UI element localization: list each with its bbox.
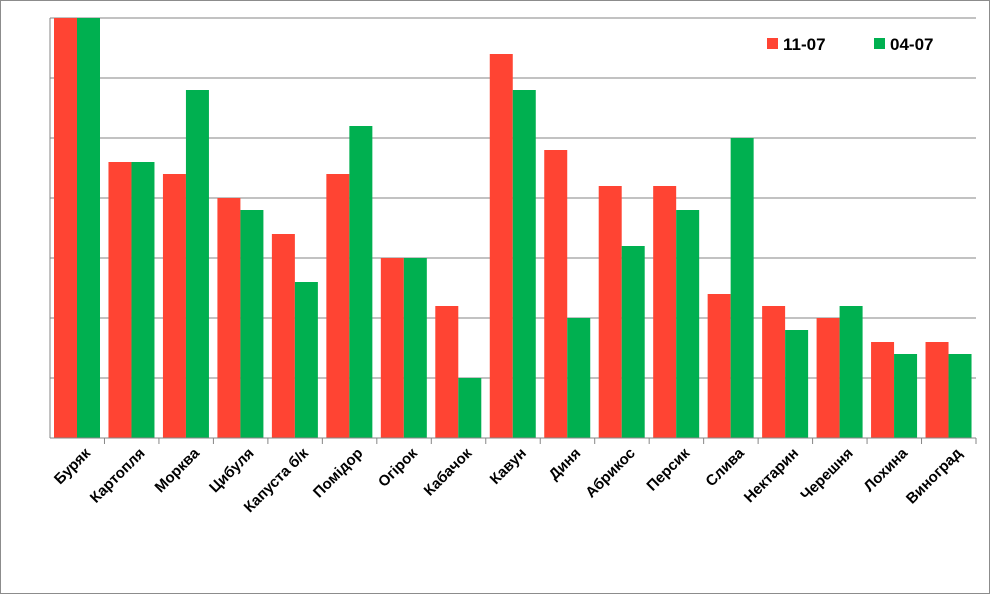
x-tick-label: Черешня [797, 445, 856, 504]
bar-11-07-0 [54, 18, 77, 438]
bar-04-07-11 [676, 210, 700, 438]
x-tick-label: Буряк [51, 444, 94, 487]
legend-label: 11-07 [783, 35, 826, 54]
x-tick-label: Абрикос [582, 445, 639, 502]
bar-11-07-4 [271, 234, 295, 438]
bar-04-07-1 [131, 162, 155, 438]
bars [54, 18, 972, 438]
bar-04-07-16 [948, 354, 972, 438]
bar-04-07-8 [512, 90, 536, 438]
legend-label: 04-07 [890, 35, 933, 54]
legend-swatch [874, 38, 885, 49]
x-tick-label: Персик [643, 444, 693, 494]
bar-11-07-10 [598, 186, 622, 438]
x-tick-label: Морква [152, 444, 204, 496]
x-tick-label: Нектарин [741, 445, 802, 506]
bar-04-07-12 [730, 138, 754, 438]
bar-04-07-15 [894, 354, 918, 438]
bar-11-07-7 [435, 306, 459, 438]
bar-11-07-1 [108, 162, 132, 438]
x-tick-label: Кабачок [421, 444, 476, 499]
bar-04-07-9 [567, 318, 591, 438]
x-tick-label: Виноград [903, 444, 966, 507]
bar-04-07-3 [240, 210, 264, 438]
bar-11-07-8 [489, 54, 513, 438]
bar-04-07-2 [185, 90, 209, 438]
x-tick-label: Диня [546, 445, 585, 484]
bar-11-07-3 [217, 198, 241, 438]
x-axis-ticks [103, 438, 977, 444]
x-tick-label: Слива [702, 444, 748, 490]
bar-04-07-0 [77, 18, 100, 438]
legend-swatch [767, 38, 778, 49]
bar-11-07-14 [816, 318, 840, 438]
bar-04-07-13 [785, 330, 809, 438]
bar-11-07-11 [653, 186, 677, 438]
bar-04-07-4 [294, 282, 318, 438]
bar-04-07-7 [458, 378, 482, 438]
bar-11-07-13 [762, 306, 786, 438]
x-tick-label: Помідор [310, 445, 366, 501]
bar-11-07-16 [925, 342, 949, 438]
axes [49, 18, 976, 439]
bar-11-07-5 [326, 174, 350, 438]
legend: 11-07 04-07 [767, 35, 933, 54]
x-tick-label: Огірок [375, 444, 421, 490]
bar-11-07-6 [380, 258, 404, 438]
x-tick-label: Кавун [487, 445, 530, 488]
x-tick-label: Цибуля [206, 445, 257, 496]
x-tick-label: Лохина [861, 444, 912, 495]
bar-11-07-2 [162, 174, 186, 438]
bar-04-07-10 [621, 246, 645, 438]
bar-11-07-15 [871, 342, 895, 438]
bar-04-07-14 [839, 306, 863, 438]
x-tick-label: Картопля [87, 445, 149, 507]
bar-04-07-5 [349, 126, 373, 438]
bar-04-07-6 [403, 258, 427, 438]
bar-11-07-12 [707, 294, 731, 438]
bar-11-07-9 [544, 150, 568, 438]
